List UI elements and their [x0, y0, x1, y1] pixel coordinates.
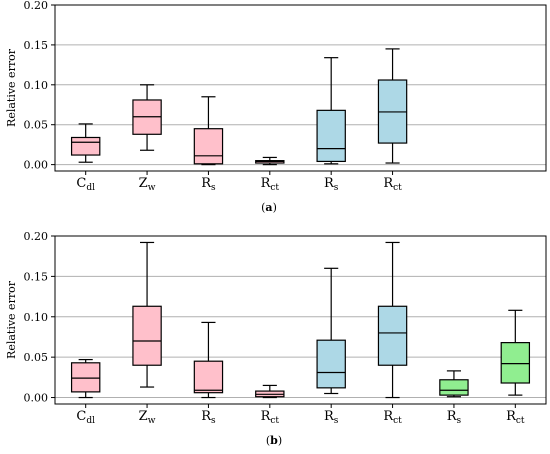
y-tick-label: 0.20 [24, 230, 49, 243]
x-tick-label-subscript: s [334, 183, 339, 193]
x-tick-label: Rct [383, 176, 402, 193]
x-tick-label: Cdl [76, 409, 95, 426]
plot-frame [54, 4, 547, 172]
x-tick-label-subscript: ct [393, 416, 402, 426]
box-2 [132, 84, 162, 151]
box-3 [193, 96, 224, 166]
box-5 [316, 267, 346, 395]
x-tick-label: Cdl [76, 176, 95, 193]
box-2 [132, 241, 162, 388]
y-tick-label: 0.20 [24, 0, 49, 12]
box-5 [316, 57, 346, 165]
panel-a-caption: (a) [261, 201, 277, 214]
x-tick-label: Rct [383, 409, 402, 426]
y-tick-label: 0.05 [24, 351, 49, 364]
box-4 [255, 156, 285, 166]
x-tick-label-main: C [76, 409, 86, 424]
x-tick-label-main: R [324, 409, 335, 424]
x-tick-label-main: R [201, 176, 212, 191]
y-axis-label: Relative error [5, 280, 18, 359]
x-tick-label: Rs [324, 176, 339, 193]
box-8 [500, 309, 531, 396]
x-tick-label-subscript: w [148, 416, 156, 426]
x-tick-label: Rs [324, 409, 339, 426]
x-tick-label: Rs [201, 176, 216, 193]
x-tick-label-main: R [201, 409, 212, 424]
box-1 [70, 358, 101, 399]
box-iqr [316, 339, 346, 389]
x-tick-label-main: R [261, 176, 272, 191]
x-tick-label-subscript: ct [270, 416, 279, 426]
y-tick-label: 0.15 [24, 270, 49, 283]
box-4 [255, 384, 285, 399]
box-iqr [377, 305, 408, 366]
x-tick-label-subscript: w [148, 183, 156, 193]
x-tick-label-main: R [506, 409, 517, 424]
x-tick-label: Zw [139, 409, 156, 426]
x-tick-label: Rs [201, 409, 216, 426]
x-tick-label-main: R [383, 409, 394, 424]
box-iqr [132, 305, 162, 366]
x-tick-label-main: R [447, 409, 458, 424]
x-tick-label-main: C [76, 176, 86, 191]
panel-a-label: a [265, 201, 273, 214]
plot-frame [54, 235, 547, 405]
x-tick-label: Rct [506, 409, 525, 426]
x-tick-label-subscript: s [211, 183, 216, 193]
x-tick-label-subscript: dl [86, 183, 95, 193]
box-iqr [500, 342, 531, 384]
panel-b-caption: (b) [265, 434, 283, 447]
box-iqr [70, 362, 101, 393]
box-iqr [70, 136, 101, 156]
box-6 [377, 48, 408, 164]
y-tick-label: 0.10 [24, 311, 49, 324]
y-tick-label: 0.15 [24, 39, 49, 52]
y-axis-label: Relative error [5, 48, 18, 127]
x-tick-label-subscript: ct [270, 183, 279, 193]
box-7 [439, 370, 469, 398]
box-iqr [316, 109, 346, 163]
panel-b-label: b [270, 434, 278, 447]
x-tick-label-main: Z [139, 409, 148, 424]
box-iqr [193, 360, 224, 394]
x-tick-label-subscript: ct [393, 183, 402, 193]
x-tick-label-subscript: s [334, 416, 339, 426]
y-tick-label: 0.10 [24, 79, 49, 92]
y-tick-label: 0.00 [24, 159, 49, 172]
panel-a-chart: 0.00 0.05 0.10 0.15 0.20 Relative error Cdl Zw R… [5, 0, 547, 193]
box-3 [193, 321, 224, 399]
box-iqr [193, 128, 224, 165]
panel-b-chart: 0.00 0.05 0.10 0.15 0.20 Relative error Cdl Zw R… [5, 230, 547, 426]
x-tick-label-main: R [324, 176, 335, 191]
x-tick-label: Rct [261, 176, 280, 193]
x-tick-label-main: R [383, 176, 394, 191]
x-tick-label-subscript: s [457, 416, 462, 426]
x-tick-label: Zw [139, 176, 156, 193]
x-tick-label-subscript: ct [516, 416, 525, 426]
x-tick-label-main: Z [139, 176, 148, 191]
x-tick-label-subscript: dl [86, 416, 95, 426]
x-tick-label: Rct [261, 409, 280, 426]
x-tick-label: Rs [447, 409, 462, 426]
box-6 [377, 241, 408, 399]
x-tick-label-subscript: s [211, 416, 216, 426]
y-tick-label: 0.00 [24, 392, 49, 405]
box-1 [70, 123, 101, 163]
y-tick-label: 0.05 [24, 119, 49, 132]
box-iqr [439, 379, 469, 396]
x-tick-label-main: R [261, 409, 272, 424]
